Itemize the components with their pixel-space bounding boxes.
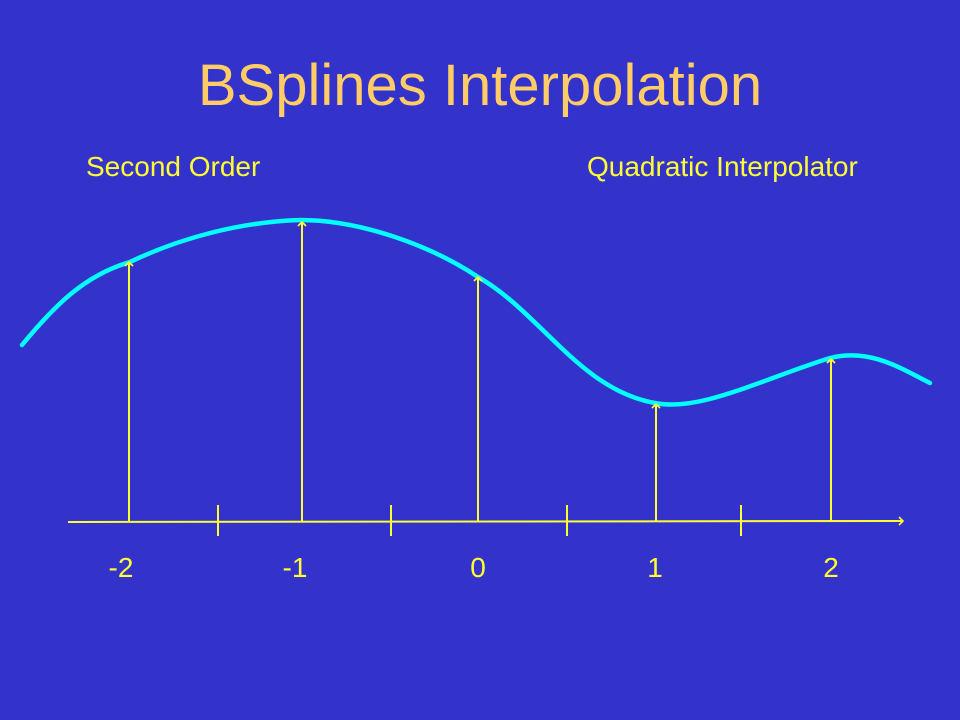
tick-label-1: 1 [647,552,663,583]
tick-label-2: 2 [823,552,839,583]
tick-label-0: 0 [470,552,486,583]
label-second-order: Second Order [86,151,261,182]
slide-title: BSplines Interpolation [197,53,763,118]
tick-label-minus-1: -1 [282,552,308,583]
label-quadratic-interpolator: Quadratic Interpolator [587,151,858,182]
x-axis [67,516,905,526]
tick-label-minus-2: -2 [108,552,134,583]
interpolation-curve [19,217,933,407]
